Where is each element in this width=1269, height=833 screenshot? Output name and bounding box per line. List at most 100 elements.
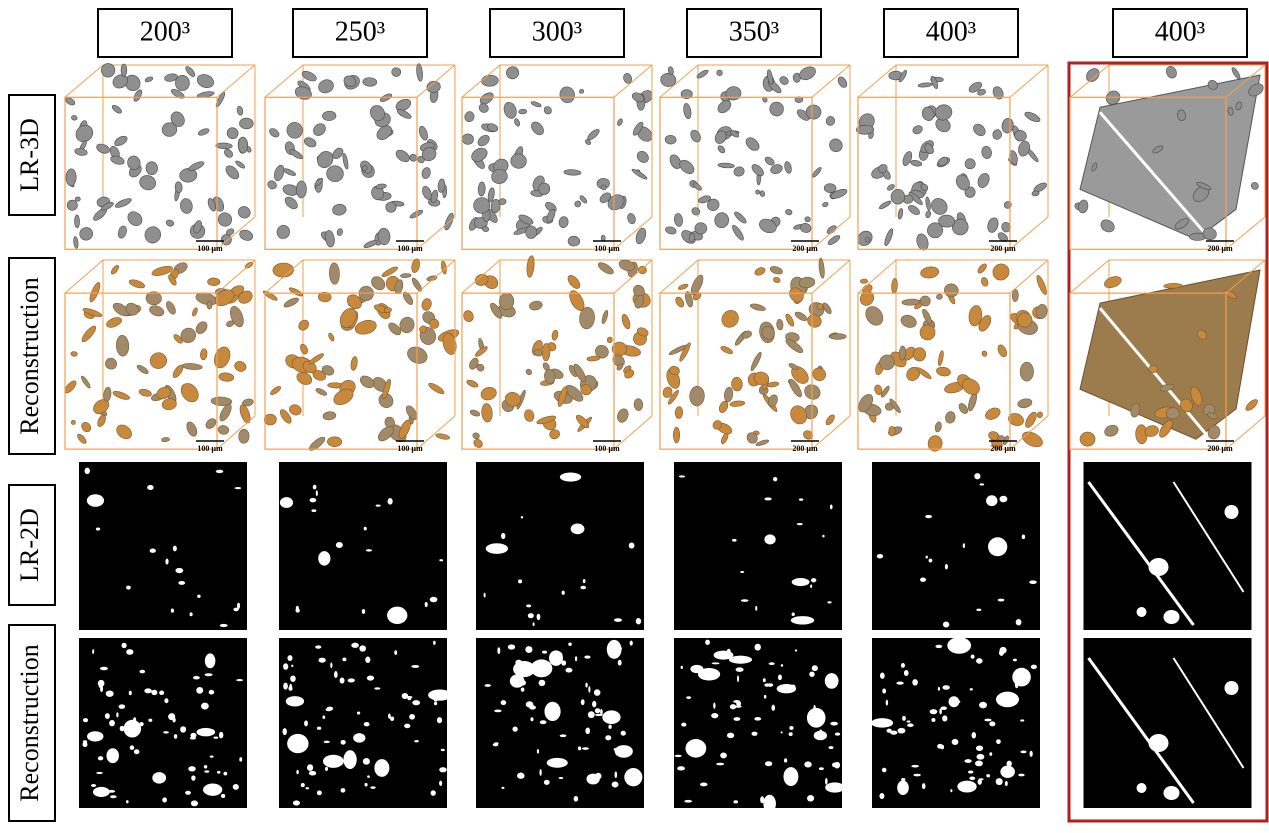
pore-blob — [411, 258, 420, 273]
pore-blob — [129, 745, 135, 750]
cube-edge — [659, 259, 699, 294]
pore-blob — [731, 376, 743, 392]
pore-blob — [1012, 658, 1017, 662]
slice-background — [872, 462, 1040, 630]
pore-blob — [636, 327, 649, 337]
pore-blob — [401, 692, 409, 699]
pore-blob — [726, 732, 735, 739]
pore-blob — [920, 577, 927, 582]
pore-blob — [680, 665, 683, 669]
pore-blob — [799, 66, 816, 81]
pore-blob — [818, 767, 824, 771]
pore-blob — [95, 527, 101, 531]
pore-blob — [185, 790, 191, 795]
pore-blob — [387, 606, 408, 625]
pore-blob — [567, 275, 581, 289]
pore-blob — [922, 308, 932, 325]
pore-blob — [294, 734, 300, 741]
pore-blob — [172, 545, 177, 552]
pore-blob — [382, 378, 391, 400]
scale-bar-label: 200 µm — [1207, 244, 1233, 253]
pore-blob — [105, 690, 114, 697]
pore-blob — [981, 145, 992, 159]
slice-background — [1083, 638, 1252, 808]
pore-blob — [396, 109, 412, 119]
pore-blob — [734, 211, 747, 224]
slice-image — [476, 638, 644, 808]
pore-blob — [912, 347, 927, 362]
pore-blob — [96, 771, 103, 775]
pore-blob — [998, 650, 1004, 656]
cube-edge — [461, 292, 615, 450]
pore-blob — [323, 740, 330, 744]
pore-blob — [473, 439, 483, 448]
pore-blob — [365, 549, 372, 552]
pore-blob — [829, 333, 847, 340]
pore-blob — [145, 161, 158, 175]
column-header: 400³ — [1155, 16, 1205, 47]
pore-blob — [112, 74, 128, 89]
pore-blob — [822, 201, 829, 208]
pore-blob — [617, 118, 623, 126]
pore-blob — [735, 667, 744, 672]
pore-blob — [149, 305, 165, 317]
pore-blob — [340, 739, 346, 745]
pore-blob — [520, 687, 525, 692]
pore-blob — [796, 109, 810, 121]
pore-blob — [716, 762, 725, 766]
pore-blob — [200, 348, 208, 361]
cube-edge — [857, 259, 897, 294]
pore-blob — [123, 719, 142, 738]
pore-blob — [81, 422, 92, 433]
pore-blob — [694, 222, 708, 235]
pore-blob — [317, 151, 334, 168]
pore-blob — [1148, 734, 1169, 752]
pore-blob — [1159, 419, 1173, 438]
pore-blob — [791, 578, 810, 587]
pore-blob — [881, 767, 887, 773]
pore-blob — [577, 746, 582, 751]
pore-blob — [1017, 398, 1033, 409]
pore-blob — [588, 686, 591, 693]
pore-blob — [559, 472, 582, 482]
pore-blob — [525, 225, 538, 239]
cube-edge — [216, 64, 256, 98]
pore-blob — [1029, 580, 1037, 584]
pore-blob — [579, 306, 595, 330]
pore-blob — [311, 509, 317, 513]
pore-blob — [957, 780, 977, 793]
pore-blob — [544, 701, 561, 722]
pore-blob — [924, 143, 934, 155]
pore-blob — [213, 736, 219, 739]
pore-blob — [549, 429, 560, 440]
pore-blob — [391, 67, 402, 77]
pore-blob — [99, 666, 108, 671]
crack — [1087, 657, 1195, 804]
pore-blob — [128, 279, 145, 289]
pore-blob — [585, 139, 592, 145]
pore-blob — [902, 715, 906, 721]
pore-blob — [713, 650, 734, 660]
pore-blob — [412, 700, 421, 706]
pore-blob — [745, 137, 760, 151]
pore-blob — [944, 283, 959, 298]
scale-bar-label: 100 µm — [397, 444, 423, 453]
pore-blob — [497, 647, 501, 655]
pore-blob — [165, 219, 175, 227]
pore-blob — [759, 218, 777, 234]
scale-bar-label: 200 µm — [990, 244, 1016, 253]
pore-blob — [104, 713, 110, 720]
cube-edge — [857, 96, 1011, 250]
pore-blob — [976, 608, 982, 611]
pore-blob — [717, 162, 735, 169]
pore-blob — [796, 522, 803, 526]
cube-edge — [1069, 259, 1110, 294]
pore-blob — [565, 384, 584, 402]
pore-blob — [979, 483, 985, 486]
pore-blob — [101, 63, 116, 78]
pore-blob — [1165, 407, 1180, 420]
pore-blob — [119, 725, 125, 732]
pore-blob — [1024, 111, 1041, 123]
pore-blob — [409, 209, 424, 219]
pore-blob — [330, 662, 333, 669]
